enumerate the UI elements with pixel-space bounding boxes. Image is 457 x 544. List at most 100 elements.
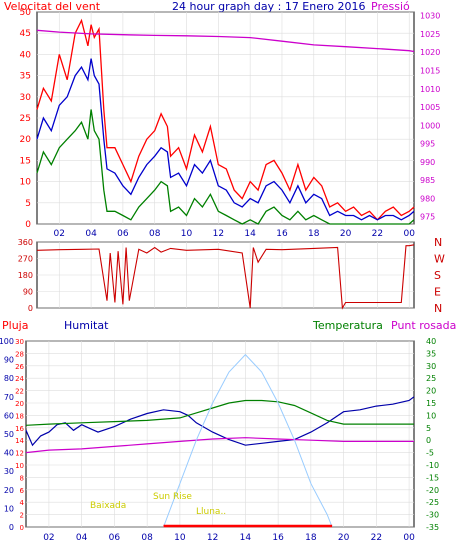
temperature-y-tick-label: 0 <box>426 436 431 445</box>
temperature-y-tick-label: -5 <box>426 449 434 458</box>
temperature-y-tick-label: 10 <box>426 411 436 420</box>
direction-y-ticks: 360 270 180 90 0 <box>18 238 33 313</box>
direction-y-tick-label: 360 <box>18 238 33 247</box>
compass-label: E <box>434 286 441 299</box>
rain-y-tick-label: 10 <box>15 462 24 470</box>
temperature-y-tick-label: -30 <box>426 511 439 520</box>
temperature-y-tick-label: -20 <box>426 486 439 495</box>
wind-x-tick-label: 06 <box>117 229 129 239</box>
thermo-x-tick-label: 16 <box>272 533 284 543</box>
compass-label: N <box>434 236 442 249</box>
thermo-x-tick-label: 20 <box>338 533 350 543</box>
rain-y-tick-label: 24 <box>15 375 24 383</box>
wind-x-tick-label: 20 <box>340 229 352 239</box>
wind-x-tick-label: 16 <box>276 229 288 239</box>
temperature-y-tick-label: 5 <box>426 424 431 433</box>
rain-y-tick-label: 16 <box>15 425 24 433</box>
wind-y-tick-label: 40 <box>20 50 32 60</box>
pressure-y-tick-label: 1005 <box>420 103 440 112</box>
rain-y-tick-label: 14 <box>15 437 24 445</box>
thermo-x-tick-label: 06 <box>109 533 121 543</box>
direction-series-line-0 <box>36 244 415 310</box>
wind-series-line-3 <box>36 29 415 53</box>
thermo-x-tick-label: 04 <box>76 533 88 543</box>
temperature-y-tick-label: 20 <box>426 387 436 396</box>
humidity-y-tick-label: 10 <box>4 504 14 513</box>
temperature-y-tick-label: 40 <box>426 337 436 346</box>
pressure-y-tick-label: 975 <box>420 213 435 222</box>
rain-y-tick-label: 6 <box>20 487 25 495</box>
humidity-y-tick-label: 20 <box>4 486 14 495</box>
wind-x-tick-label: 04 <box>85 229 97 239</box>
rain-y-tick-label: 12 <box>15 450 24 458</box>
pressure-y-tick-label: 1020 <box>420 48 440 57</box>
temperature-y-tick-label: 30 <box>426 362 436 371</box>
moonset-label: Lluna.. <box>196 507 226 517</box>
rain-y-tick-label: 30 <box>15 338 24 346</box>
wind-series-line-1 <box>36 58 415 221</box>
dewpoint-axis-title: Punt rosada <box>391 319 456 332</box>
temperature-y-tick-label: -15 <box>426 473 439 482</box>
wind-pressure-panel: Velocitat del vent 24 hour graph day : 1… <box>4 0 440 239</box>
thermo-series-line-2 <box>25 437 414 454</box>
wind-series <box>36 18 415 225</box>
thermo-x-tick-label: 02 <box>43 533 54 543</box>
direction-y-tick-label: 0 <box>28 304 33 313</box>
sunrise-label: Sun Rise <box>153 492 192 502</box>
humidity-y-tick-label: 80 <box>4 374 14 383</box>
rain-y-tick-label: 0 <box>20 524 24 532</box>
wind-y-tick-label: 35 <box>20 72 31 82</box>
humidity-axis-title: Humitat <box>64 319 109 332</box>
wind-x-tick-label: 02 <box>54 229 65 239</box>
rain-axis-title: Pluja <box>2 319 28 332</box>
temperature-y-ticks: -35 -30 -25 -20 -15 -10 -5 0 5 10 15 20 25 30 35 40 <box>426 337 439 532</box>
chart-title: 24 hour graph day : 17 Enero 2016 <box>172 0 366 13</box>
wind-x-tick-label: 12 <box>213 229 224 239</box>
temperature-y-tick-label: -35 <box>426 523 439 532</box>
humidity-y-tick-label: 50 <box>4 430 14 439</box>
temperature-y-tick-label: -25 <box>426 498 439 507</box>
wind-axis-title: Velocitat del vent <box>4 0 101 13</box>
rain-y-tick-label: 18 <box>15 412 24 420</box>
humidity-y-tick-label: 60 <box>4 411 14 420</box>
thermo-series <box>25 353 415 528</box>
pressure-y-tick-label: 985 <box>420 176 435 185</box>
pressure-y-tick-label: 1030 <box>420 12 440 21</box>
thermo-x-tick-label: 22 <box>371 533 382 543</box>
wind-y-tick-label: 15 <box>20 156 31 166</box>
direction-series <box>36 244 415 310</box>
wind-x-ticks: 02 04 06 08 10 12 14 16 18 20 22 00 <box>54 229 416 239</box>
wind-y-tick-label: 0 <box>25 220 31 230</box>
wind-x-tick-label: 22 <box>372 229 383 239</box>
thermo-x-tick-label: 00 <box>403 533 415 543</box>
thermo-x-tick-label: 14 <box>240 533 252 543</box>
humidity-y-tick-label: 100 <box>0 337 14 346</box>
rain-y-tick-label: 4 <box>20 499 25 507</box>
pressure-y-tick-label: 1010 <box>420 85 440 94</box>
pressure-y-tick-label: 980 <box>420 194 435 203</box>
thermo-x-tick-label: 10 <box>174 533 186 543</box>
wind-y-ticks: 0 5 10 15 20 25 30 35 40 45 50 <box>20 8 32 230</box>
wind-x-tick-label: 14 <box>244 229 256 239</box>
rain-y-tick-label: 22 <box>15 388 24 396</box>
thermo-x-tick-label: 18 <box>305 533 317 543</box>
rain-y-tick-label: 26 <box>15 363 24 371</box>
wind-y-tick-label: 10 <box>20 178 32 188</box>
temperature-y-tick-label: 15 <box>426 399 436 408</box>
humidity-y-tick-label: 40 <box>4 449 14 458</box>
wind-y-tick-label: 20 <box>20 135 32 145</box>
pressure-y-tick-label: 1025 <box>420 30 440 39</box>
direction-grid <box>37 241 414 309</box>
compass-label: W <box>434 253 445 266</box>
pressure-y-tick-label: 995 <box>420 140 435 149</box>
wind-x-tick-label: 00 <box>404 229 416 239</box>
wind-series-line-0 <box>36 18 415 221</box>
pressure-axis-title: Pressió <box>371 0 410 13</box>
thermo-series-line-1 <box>25 399 414 426</box>
thermo-x-tick-label: 08 <box>141 533 153 543</box>
